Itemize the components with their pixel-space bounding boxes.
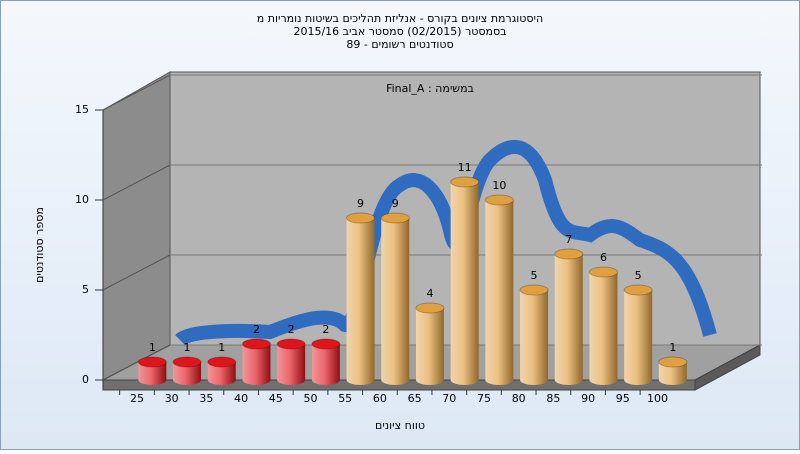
value-label: 10 bbox=[492, 179, 506, 192]
x-tick-label: 60 bbox=[373, 392, 387, 405]
x-tick-label: 35 bbox=[199, 392, 213, 405]
bar bbox=[624, 290, 653, 380]
y-tick-label: 15 bbox=[75, 103, 89, 116]
bar-cap bbox=[172, 356, 202, 368]
bar bbox=[450, 182, 479, 380]
bar bbox=[589, 272, 618, 380]
value-label: 9 bbox=[392, 197, 399, 210]
x-tick-label: 70 bbox=[442, 392, 456, 405]
bar-cap bbox=[276, 338, 306, 350]
value-label: 5 bbox=[635, 269, 642, 282]
value-label: 11 bbox=[458, 161, 472, 174]
bar bbox=[277, 344, 306, 380]
value-label: 4 bbox=[426, 287, 433, 300]
x-tick-label: 25 bbox=[130, 392, 144, 405]
floor-side bbox=[694, 344, 761, 391]
bar bbox=[207, 362, 236, 380]
value-label: 5 bbox=[531, 269, 538, 282]
x-tick-label: 100 bbox=[647, 392, 668, 405]
bar bbox=[415, 308, 444, 380]
bar bbox=[381, 218, 410, 380]
bar bbox=[346, 218, 375, 380]
bar bbox=[520, 290, 549, 380]
y-tick-label: 0 bbox=[82, 373, 89, 386]
value-label: 1 bbox=[149, 341, 156, 354]
bar-cap bbox=[346, 212, 376, 224]
value-label: 6 bbox=[600, 251, 607, 264]
value-label: 2 bbox=[253, 323, 260, 336]
chart-subtitle: סטודנטים רשומים - 89 bbox=[346, 38, 453, 51]
grid-line bbox=[102, 344, 171, 381]
x-tick-label: 50 bbox=[304, 392, 318, 405]
bar-cap bbox=[311, 338, 341, 350]
grid-line bbox=[102, 254, 171, 291]
x-tick-label: 80 bbox=[512, 392, 526, 405]
bar bbox=[658, 362, 687, 380]
bar-cap bbox=[207, 356, 237, 368]
bar-cap bbox=[450, 176, 480, 188]
left-wall bbox=[102, 71, 171, 381]
value-label: 9 bbox=[357, 197, 364, 210]
y-tick-label: 5 bbox=[82, 283, 89, 296]
bar bbox=[173, 362, 202, 380]
bar bbox=[554, 254, 583, 380]
x-tick-label: 90 bbox=[581, 392, 595, 405]
x-tick-label: 30 bbox=[165, 392, 179, 405]
x-tick-label: 45 bbox=[269, 392, 283, 405]
x-tick-label: 85 bbox=[546, 392, 560, 405]
x-tick-label: 55 bbox=[338, 392, 352, 405]
x-axis-label: טווח ציונים bbox=[375, 419, 425, 432]
value-label: 1 bbox=[184, 341, 191, 354]
bar bbox=[138, 362, 167, 380]
bar-cap bbox=[415, 302, 445, 314]
annotation: במשימה : Final_A bbox=[386, 82, 474, 95]
bar-cap bbox=[623, 284, 653, 296]
chart-title: היסטוגרמת ציונים בקורס - אנליזת תהליכים … bbox=[257, 12, 543, 25]
x-tick-label: 95 bbox=[616, 392, 630, 405]
bar-cap bbox=[241, 338, 271, 350]
bar-cap bbox=[137, 356, 167, 368]
bar bbox=[242, 344, 271, 380]
value-label: 1 bbox=[218, 341, 225, 354]
x-tick-label: 40 bbox=[234, 392, 248, 405]
bar-cap bbox=[519, 284, 549, 296]
value-label: 7 bbox=[565, 233, 572, 246]
bar-cap bbox=[380, 212, 410, 224]
grid-line bbox=[102, 164, 171, 201]
value-label: 1 bbox=[669, 341, 676, 354]
y-axis-label: מספר סטודנטים bbox=[33, 207, 46, 283]
bar bbox=[311, 344, 340, 380]
bar-cap bbox=[658, 356, 688, 368]
x-tick-label: 65 bbox=[408, 392, 422, 405]
grid-line bbox=[102, 74, 171, 111]
chart-subtitle: בסמסטר (02/2015) סמסטר אביב 2015/16 bbox=[293, 25, 506, 38]
bar-cap bbox=[484, 194, 514, 206]
bar bbox=[485, 200, 514, 380]
value-label: 2 bbox=[322, 323, 329, 336]
value-label: 2 bbox=[288, 323, 295, 336]
bar-cap bbox=[588, 266, 618, 278]
bar-cap bbox=[554, 248, 584, 260]
y-tick-label: 10 bbox=[75, 193, 89, 206]
x-tick-label: 75 bbox=[477, 392, 491, 405]
